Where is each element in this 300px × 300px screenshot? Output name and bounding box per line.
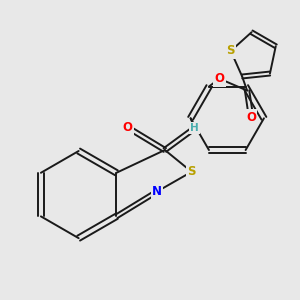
Text: O: O: [122, 121, 132, 134]
Text: H: H: [190, 123, 199, 133]
Text: N: N: [152, 185, 162, 198]
Text: S: S: [226, 44, 235, 57]
Text: S: S: [188, 165, 196, 178]
Text: O: O: [214, 72, 224, 85]
Text: O: O: [246, 111, 256, 124]
